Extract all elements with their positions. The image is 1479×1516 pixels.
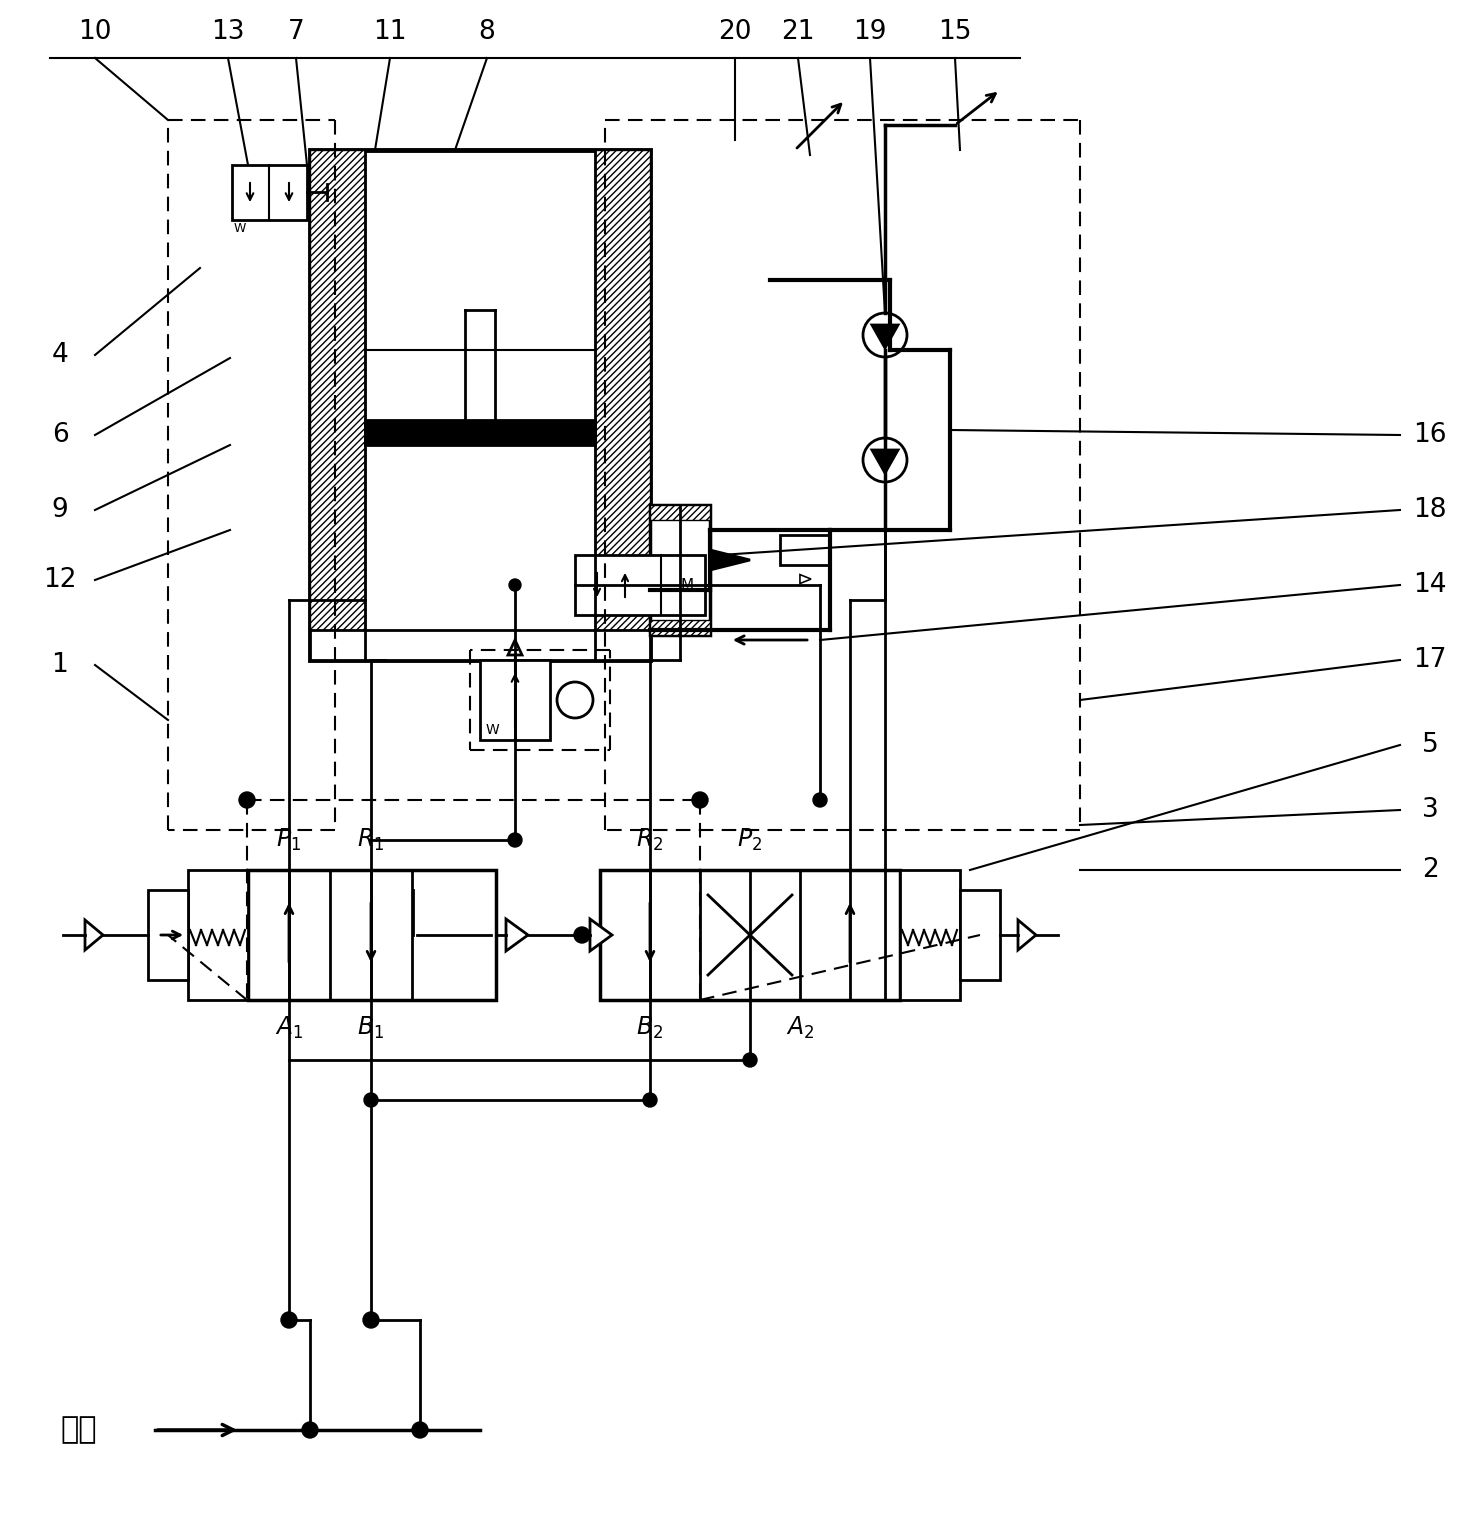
Text: 16: 16 xyxy=(1414,421,1446,449)
Text: 8: 8 xyxy=(479,20,495,45)
Circle shape xyxy=(692,791,708,808)
Polygon shape xyxy=(506,919,528,951)
Circle shape xyxy=(281,1311,297,1328)
Text: 10: 10 xyxy=(78,20,112,45)
Text: 18: 18 xyxy=(1414,497,1446,523)
Text: 6: 6 xyxy=(52,421,68,449)
Bar xyxy=(311,150,649,659)
Circle shape xyxy=(509,579,521,591)
Text: 19: 19 xyxy=(853,20,887,45)
Bar xyxy=(595,150,649,659)
Bar xyxy=(649,620,710,635)
Bar xyxy=(311,631,649,659)
Bar xyxy=(232,165,308,220)
Bar xyxy=(901,870,960,1001)
Bar xyxy=(600,870,901,1001)
Text: W: W xyxy=(485,723,498,737)
Polygon shape xyxy=(873,324,898,349)
Text: 13: 13 xyxy=(211,20,244,45)
Bar xyxy=(188,870,248,1001)
Text: 9: 9 xyxy=(52,497,68,523)
Polygon shape xyxy=(873,450,898,473)
Text: $B_2$: $B_2$ xyxy=(636,1014,664,1041)
Text: 11: 11 xyxy=(373,20,407,45)
Bar xyxy=(311,150,365,659)
Text: ⊳: ⊳ xyxy=(797,570,813,590)
Circle shape xyxy=(742,1054,757,1067)
Bar xyxy=(365,420,595,446)
Text: 4: 4 xyxy=(52,343,68,368)
Text: $A_1$: $A_1$ xyxy=(275,1014,303,1041)
Polygon shape xyxy=(507,640,522,655)
Text: 2: 2 xyxy=(1421,857,1439,882)
Text: 21: 21 xyxy=(781,20,815,45)
Text: 1: 1 xyxy=(52,652,68,678)
Text: 20: 20 xyxy=(719,20,751,45)
Text: 12: 12 xyxy=(43,567,77,593)
Bar xyxy=(649,505,710,635)
Bar xyxy=(960,890,1000,979)
Circle shape xyxy=(362,1311,379,1328)
Text: M: M xyxy=(680,578,694,593)
Text: $A_2$: $A_2$ xyxy=(785,1014,813,1041)
Bar xyxy=(649,505,710,520)
Polygon shape xyxy=(84,920,104,951)
Circle shape xyxy=(302,1422,318,1439)
Bar xyxy=(148,890,188,979)
Text: W: W xyxy=(234,221,246,235)
Polygon shape xyxy=(590,919,612,951)
Circle shape xyxy=(507,832,522,847)
Circle shape xyxy=(558,682,593,719)
Circle shape xyxy=(864,438,907,482)
Text: 14: 14 xyxy=(1414,572,1446,597)
Bar xyxy=(481,659,550,740)
Polygon shape xyxy=(1018,920,1035,951)
Polygon shape xyxy=(710,550,750,570)
Text: $P_1$: $P_1$ xyxy=(277,826,302,854)
Text: 气源: 气源 xyxy=(61,1416,96,1445)
Text: 15: 15 xyxy=(938,20,972,45)
Text: 7: 7 xyxy=(287,20,305,45)
Circle shape xyxy=(413,1422,427,1439)
Bar xyxy=(575,555,705,615)
Text: $R_2$: $R_2$ xyxy=(636,826,664,854)
Circle shape xyxy=(240,791,254,808)
Circle shape xyxy=(813,793,827,807)
Bar xyxy=(248,870,495,1001)
Circle shape xyxy=(643,1093,657,1107)
Circle shape xyxy=(864,312,907,356)
Text: 5: 5 xyxy=(1421,732,1439,758)
Text: $P_2$: $P_2$ xyxy=(738,826,763,854)
Text: $R_1$: $R_1$ xyxy=(358,826,385,854)
Text: 3: 3 xyxy=(1421,797,1439,823)
Circle shape xyxy=(364,1093,379,1107)
Circle shape xyxy=(574,926,590,943)
Text: $B_1$: $B_1$ xyxy=(358,1014,385,1041)
Bar xyxy=(779,535,830,565)
Text: 17: 17 xyxy=(1414,647,1446,673)
